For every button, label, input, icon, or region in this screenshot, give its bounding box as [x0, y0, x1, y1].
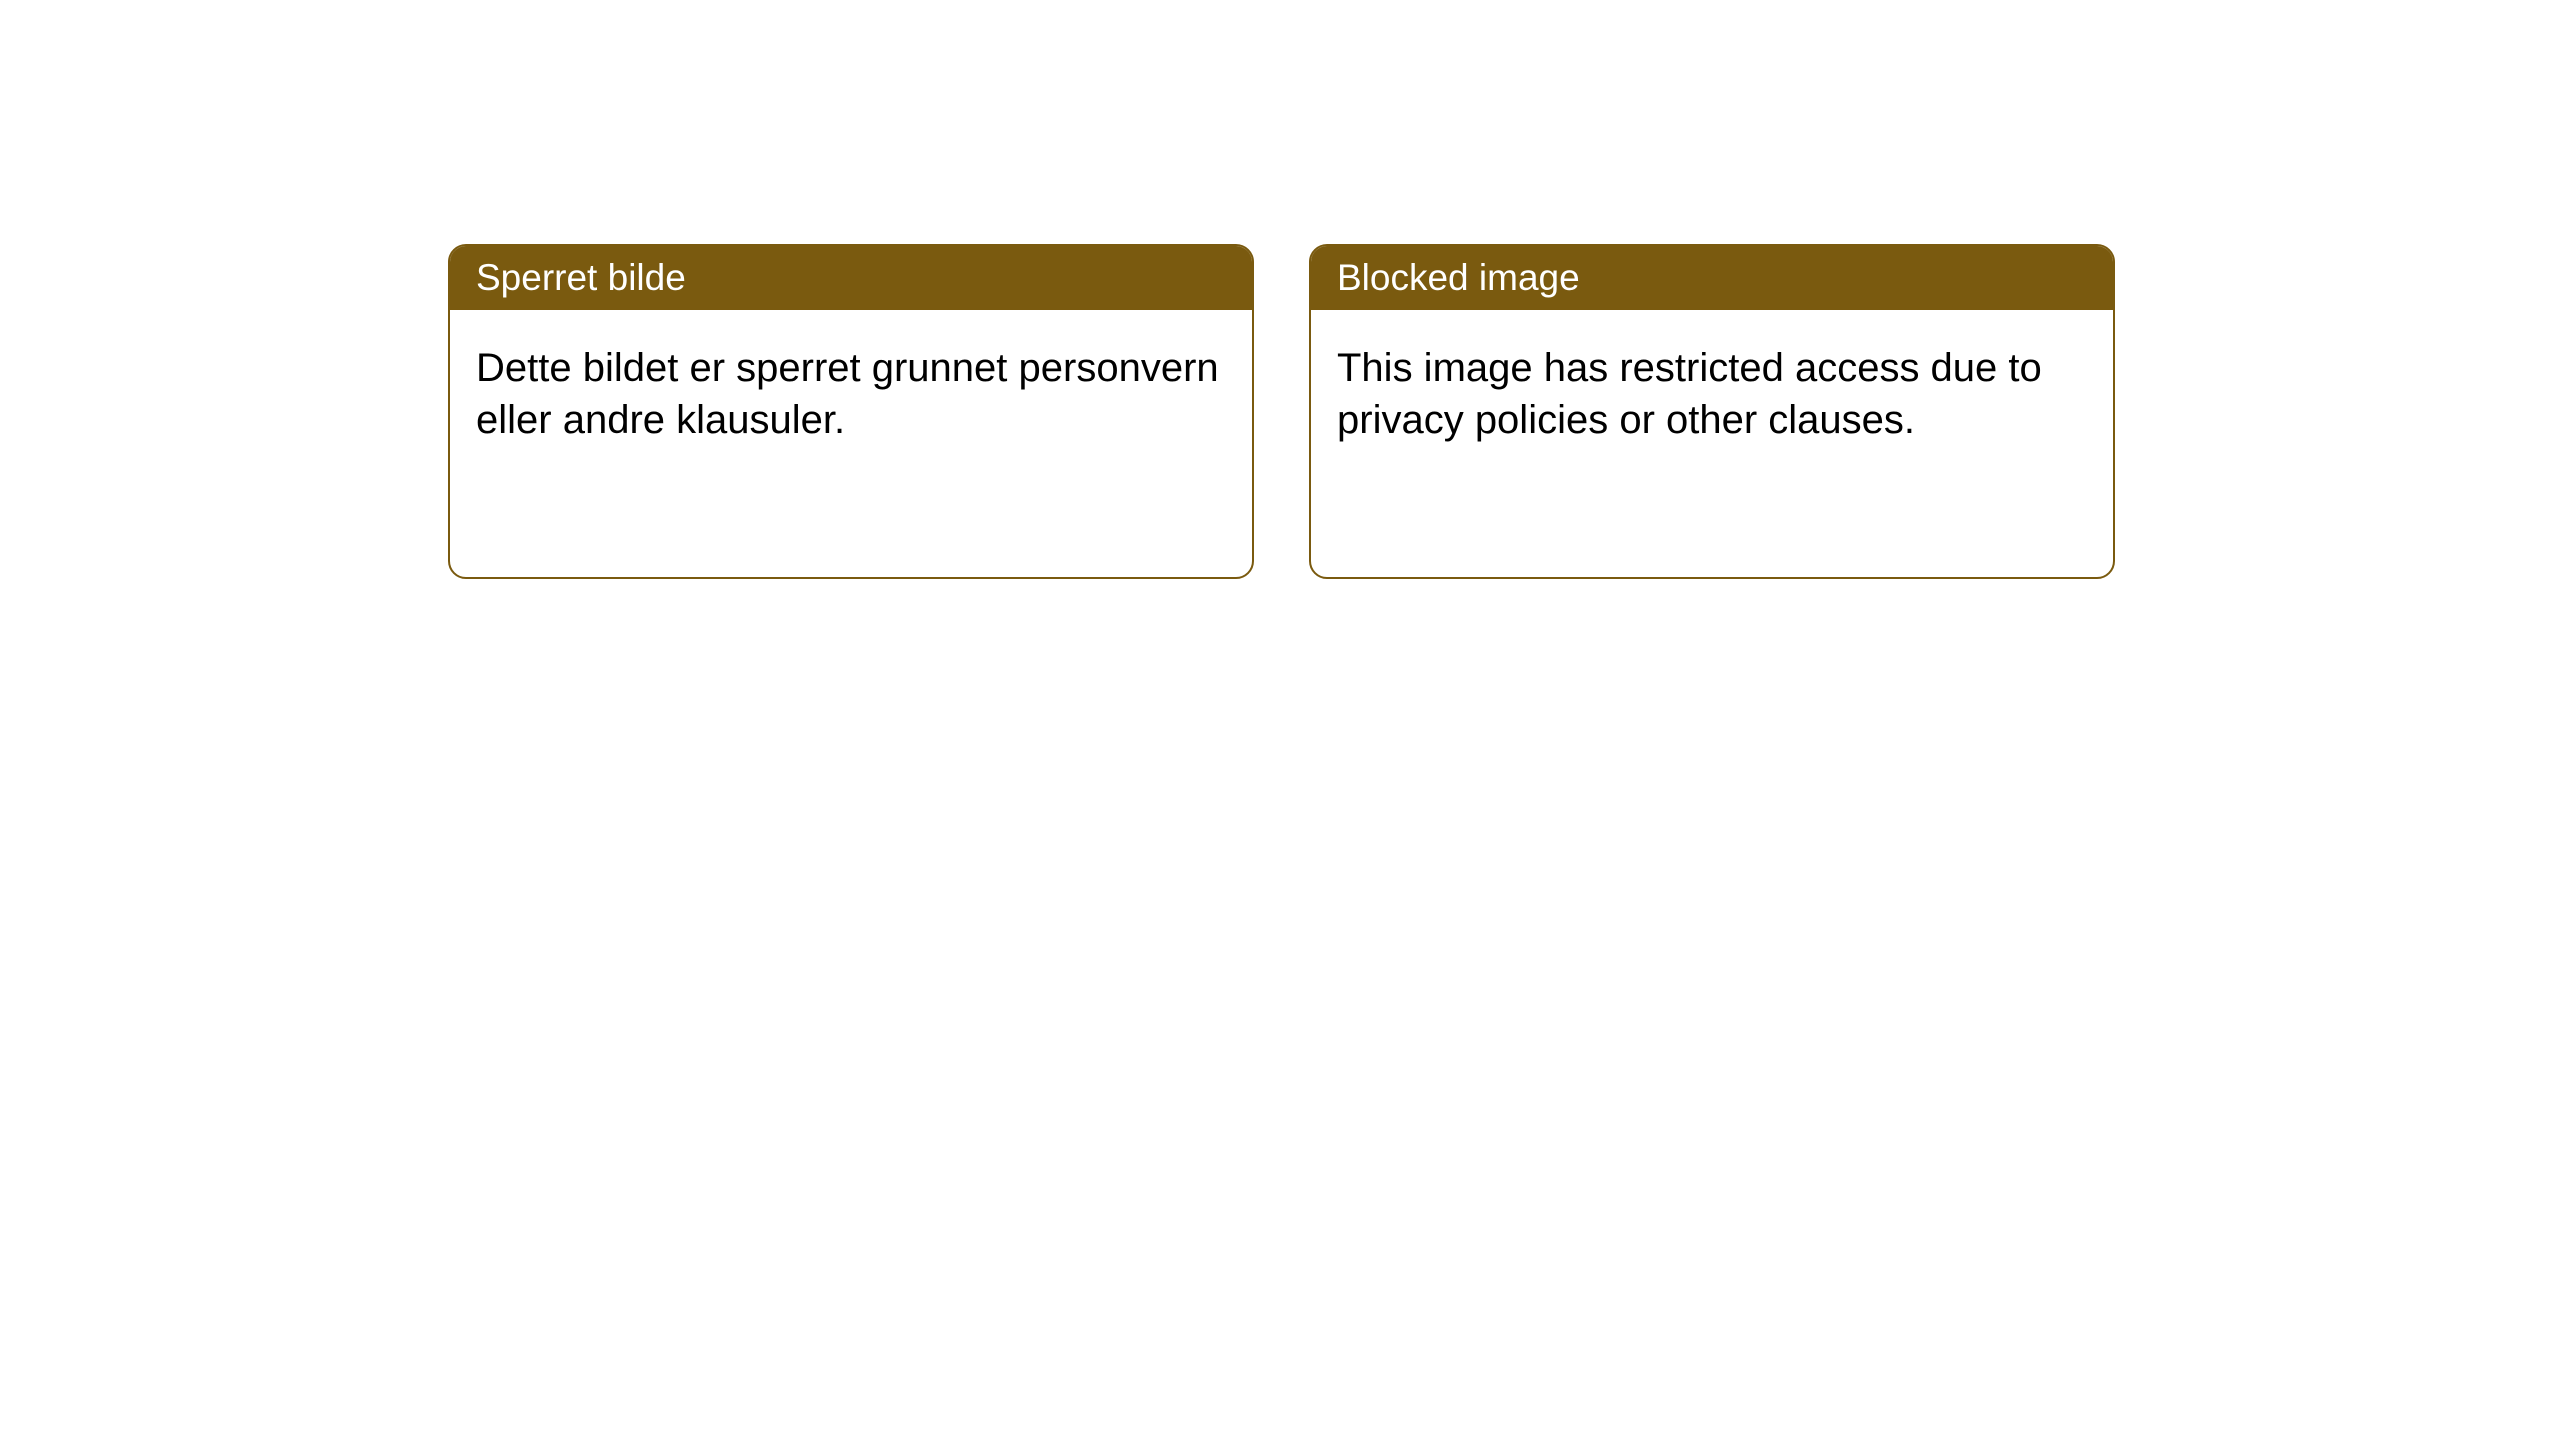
- card-title: Blocked image: [1337, 257, 1580, 298]
- card-header: Sperret bilde: [450, 246, 1252, 310]
- card-body-text: This image has restricted access due to …: [1337, 346, 2042, 442]
- card-header: Blocked image: [1311, 246, 2113, 310]
- notice-cards-container: Sperret bilde Dette bildet er sperret gr…: [448, 244, 2115, 579]
- blocked-image-card-english: Blocked image This image has restricted …: [1309, 244, 2115, 579]
- card-title: Sperret bilde: [476, 257, 686, 298]
- card-body: Dette bildet er sperret grunnet personve…: [450, 310, 1252, 478]
- blocked-image-card-norwegian: Sperret bilde Dette bildet er sperret gr…: [448, 244, 1254, 579]
- card-body-text: Dette bildet er sperret grunnet personve…: [476, 346, 1219, 442]
- card-body: This image has restricted access due to …: [1311, 310, 2113, 478]
